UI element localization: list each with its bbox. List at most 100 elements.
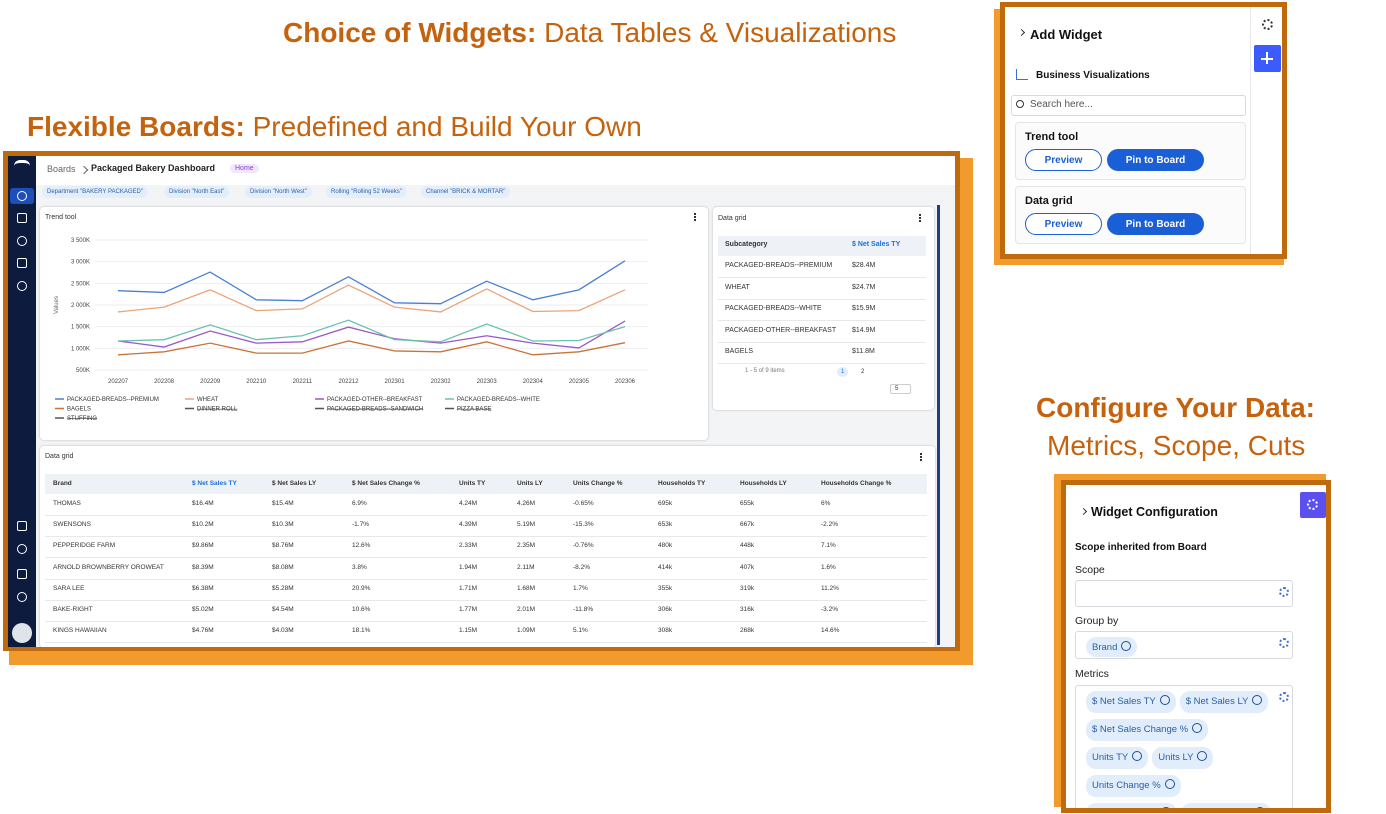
cell: 655k: [740, 500, 755, 507]
column-header[interactable]: Units Change %: [573, 480, 623, 487]
breadcrumb: Boards: [47, 164, 76, 174]
nav-icon[interactable]: [17, 236, 27, 246]
row-divider: [718, 320, 926, 321]
cell: 448k: [740, 542, 755, 550]
series-line: [117, 260, 626, 305]
x-tick-label: 202302: [431, 379, 452, 385]
page-button[interactable]: 1: [837, 367, 849, 377]
filter-chip[interactable]: Department "BAKERY PACKAGED": [42, 186, 148, 198]
gear-icon[interactable]: [1279, 692, 1289, 702]
preview-button[interactable]: Preview: [1025, 149, 1102, 171]
y-tick-label: 1 000K: [71, 346, 90, 352]
metric-chip[interactable]: Households TY: [1086, 803, 1177, 808]
metric-chip[interactable]: $ Net Sales LY: [1179, 691, 1269, 713]
cell: 4.26M: [517, 500, 536, 507]
metrics-box[interactable]: $ Net Sales TY $ Net Sales LY $ Net Sales …: [1075, 685, 1293, 808]
row-divider: [45, 621, 927, 622]
legend-label: PIZZA BASE: [457, 407, 491, 413]
y-tick-label: 3 000K: [71, 260, 90, 266]
cell: PACKAGED-BREADS--WHITE: [725, 305, 822, 312]
cell: ARNOLD BROWNBERRY OROWEAT: [53, 563, 164, 571]
group-box[interactable]: Brand: [1075, 631, 1293, 659]
pin-button[interactable]: Pin to Board: [1107, 149, 1204, 171]
metric-chip[interactable]: $ Net Sales Change %: [1086, 719, 1209, 741]
cell: -8.2%: [573, 563, 590, 571]
filter-chip[interactable]: Channel "BRICK & MORTAR": [421, 186, 511, 198]
nav-icon[interactable]: [17, 569, 27, 579]
cell: 1.7%: [573, 584, 588, 592]
heading-config-sub: Metrics, Scope, Cuts: [1047, 430, 1305, 462]
plus-v: [1266, 52, 1268, 64]
small-grid-panel: Data grid Subcategory $ Net Sales TY PACKAG…: [713, 207, 934, 410]
column-header[interactable]: Households TY: [658, 480, 706, 487]
row-divider: [45, 515, 927, 516]
widget-name: Data grid: [1025, 195, 1073, 207]
cell: 306k: [658, 606, 673, 613]
cell: BAKE-RIGHT: [53, 606, 93, 613]
cell: $4.03M: [272, 627, 294, 635]
cell: KINGS HAWAIIAN: [53, 627, 107, 635]
cell: $28.4M: [852, 262, 876, 269]
column-header[interactable]: $ Net Sales Change %: [352, 480, 420, 487]
cell: 1.77M: [459, 606, 478, 613]
column-header[interactable]: $ Net Sales LY: [272, 480, 317, 487]
nav-icon[interactable]: [17, 521, 27, 531]
row-divider: [718, 341, 926, 343]
dashboard-content: Boards Packaged Bakery Dashboard Home Depar…: [8, 156, 955, 647]
x-tick-label: 202209: [200, 379, 221, 385]
metric-chip[interactable]: Units LY: [1152, 747, 1214, 769]
metric-chip[interactable]: Units TY: [1086, 747, 1149, 769]
column-header[interactable]: Subcategory: [725, 241, 768, 248]
scrollbar: [937, 205, 940, 645]
column-header[interactable]: $ Net Sales TY: [192, 480, 237, 487]
field-label: Scope: [1075, 564, 1105, 576]
column-header[interactable]: Units LY: [517, 480, 543, 487]
cell: SWENSONS: [53, 521, 91, 529]
scope-box[interactable]: [1075, 580, 1293, 607]
nav-icon[interactable]: [17, 544, 27, 554]
column-header[interactable]: Brand: [53, 480, 72, 487]
nav-icon[interactable]: [17, 592, 27, 602]
cell: $5.02M: [192, 606, 214, 613]
nav-icon[interactable]: [17, 281, 27, 291]
search-box[interactable]: [1011, 95, 1246, 116]
cell: BAGELS: [725, 348, 754, 355]
heading-rest: Predefined and Build Your Own: [252, 111, 642, 142]
group-chip[interactable]: Brand: [1086, 637, 1138, 657]
metric-chip[interactable]: $ Net Sales TY: [1086, 691, 1176, 713]
cell: 10.6%: [352, 606, 371, 613]
gear-icon[interactable]: [1279, 638, 1289, 648]
cell: -11.8%: [573, 606, 594, 613]
gear-icon[interactable]: [1262, 19, 1273, 30]
preview-button[interactable]: Preview: [1025, 213, 1102, 235]
nav-icon[interactable]: [17, 191, 27, 201]
gear-icon[interactable]: [1279, 587, 1289, 597]
chevron: [1017, 28, 1026, 37]
column-header[interactable]: Households Change %: [821, 480, 892, 487]
nav-icon[interactable]: [17, 258, 27, 268]
pin-button[interactable]: Pin to Board: [1107, 213, 1204, 235]
column-header[interactable]: $ Net Sales TY: [852, 241, 901, 248]
filter-chip[interactable]: Division "North East": [164, 186, 230, 198]
metric-chip[interactable]: Units Change %: [1086, 775, 1181, 797]
cell: 268k: [740, 627, 755, 635]
kebab: [920, 453, 922, 461]
column-header[interactable]: Households LY: [740, 480, 787, 487]
page-size[interactable]: 5: [890, 384, 912, 394]
filter-chip[interactable]: Rolling "Rolling 52 Weeks": [326, 186, 407, 198]
page-button[interactable]: 2: [861, 369, 865, 375]
series-line: [117, 319, 626, 343]
board-title: Packaged Bakery Dashboard: [91, 163, 216, 173]
logo: [14, 160, 30, 168]
filter-chip[interactable]: Division "North West": [245, 186, 312, 198]
metric-chip[interactable]: Households LY: [1180, 803, 1271, 808]
cell: 667k: [740, 521, 755, 529]
home-tag: Home: [230, 164, 259, 173]
legend-label: PACKAGED-OTHER--BREAKFAST: [327, 397, 423, 403]
column-header[interactable]: Units TY: [459, 480, 486, 487]
y-tick-label: 500K: [76, 368, 90, 374]
kebab: [919, 214, 921, 222]
nav-icon[interactable]: [17, 213, 27, 223]
cell: 12.6%: [352, 542, 371, 550]
